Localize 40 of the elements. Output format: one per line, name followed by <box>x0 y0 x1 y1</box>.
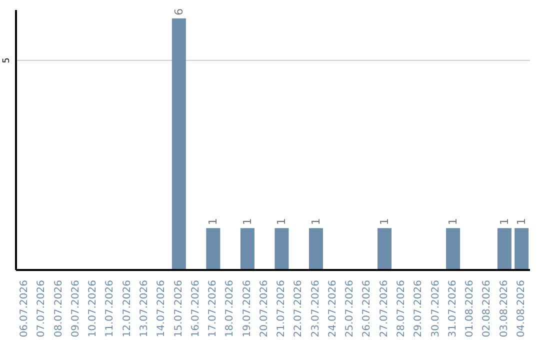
data-label: 6 <box>172 8 186 16</box>
x-tick-label: 08.07.2026 <box>53 280 64 338</box>
x-tick-label: 10.07.2026 <box>88 280 99 338</box>
data-label: 1 <box>446 218 460 226</box>
x-tick-label: 02.08.2026 <box>482 280 493 338</box>
x-tick-label: 16.07.2026 <box>190 280 202 338</box>
data-label: 1 <box>309 218 322 226</box>
data-label: 1 <box>275 218 288 226</box>
x-tick-label: 31.07.2026 <box>447 280 458 338</box>
x-tick-label: 01.08.2026 <box>464 280 476 338</box>
data-label: 1 <box>515 218 528 226</box>
x-tick-label: 15.07.2026 <box>173 280 184 338</box>
x-tick-label: 24.07.2026 <box>327 280 338 338</box>
x-tick-label: 13.07.2026 <box>139 280 150 338</box>
x-tick-label: 27.07.2026 <box>378 280 390 338</box>
data-label: 1 <box>240 218 254 226</box>
x-tick-label: 23.07.2026 <box>310 280 322 338</box>
data-label: 1 <box>206 218 220 226</box>
x-tick-label: 28.07.2026 <box>396 280 407 338</box>
x-tick-label: 21.07.2026 <box>276 280 288 338</box>
x-tick-label: 29.07.2026 <box>413 280 424 338</box>
x-tick-label: 07.07.2026 <box>36 280 48 338</box>
x-tick-label: 26.07.2026 <box>362 280 373 338</box>
x-tick-label: 22.07.2026 <box>293 280 304 338</box>
x-tick-label: 25.07.2026 <box>344 280 356 338</box>
x-tick-label: 17.07.2026 <box>208 280 219 338</box>
x-tick-label: 09.07.2026 <box>70 280 82 338</box>
data-label: 1 <box>378 218 392 226</box>
data-label: 1 <box>498 218 511 226</box>
x-tick-label: 18.07.2026 <box>224 280 236 338</box>
x-tick-label: 03.08.2026 <box>498 280 510 338</box>
x-tick-label: 11.07.2026 <box>104 280 116 338</box>
x-tick-label: 04.08.2026 <box>516 280 527 338</box>
y-tick-label: 5 <box>2 57 12 64</box>
x-tick-label: 30.07.2026 <box>430 280 442 338</box>
x-tick-label: 06.07.2026 <box>19 280 30 338</box>
x-tick-label: 12.07.2026 <box>122 280 133 338</box>
x-tick-label: 14.07.2026 <box>156 280 168 338</box>
x-tick-label: 19.07.2026 <box>242 280 253 338</box>
x-tick-label: 20.07.2026 <box>258 280 270 338</box>
